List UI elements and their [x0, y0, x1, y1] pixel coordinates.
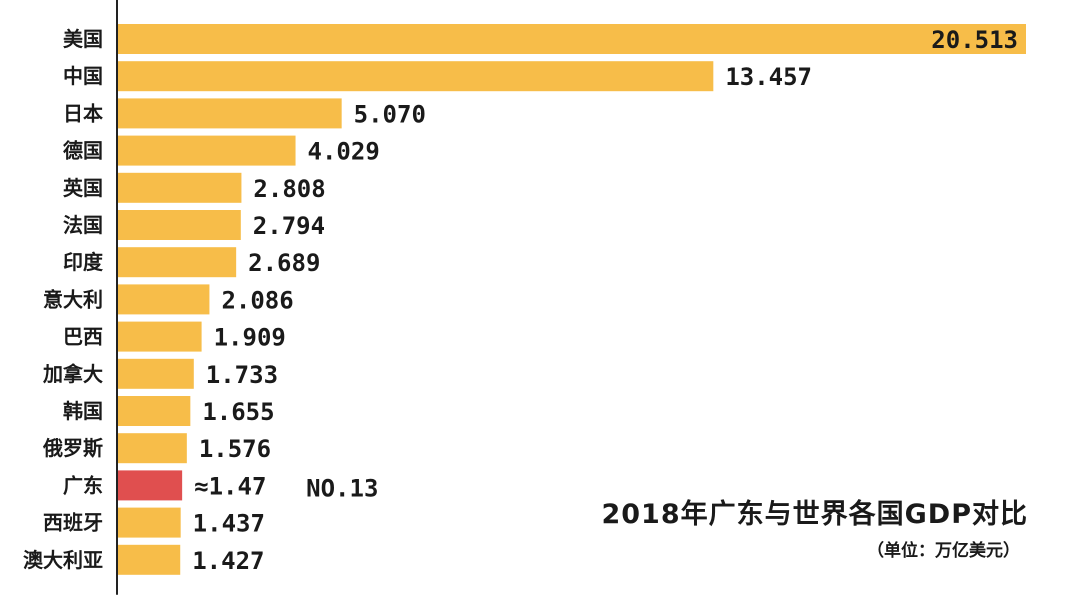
category-label: 印度 [63, 250, 104, 274]
data-label: 2.689 [248, 249, 320, 277]
category-label: 西班牙 [43, 511, 103, 535]
category-label: 英国 [63, 176, 103, 200]
bar [117, 24, 1026, 54]
category-label: 美国 [63, 27, 103, 51]
bar [117, 247, 237, 278]
bar [117, 470, 183, 501]
bar [117, 396, 191, 426]
data-label: 1.655 [202, 398, 274, 426]
data-label: 2.794 [253, 212, 325, 240]
category-label: 俄罗斯 [42, 436, 103, 460]
bar [117, 210, 241, 240]
data-label: 1.733 [206, 361, 278, 389]
data-label: 5.070 [354, 100, 426, 128]
category-label: 韩国 [63, 399, 103, 423]
category-label: 加拿大 [42, 362, 103, 386]
data-label: 1.909 [214, 324, 286, 352]
bar [117, 284, 210, 315]
data-label: 20.513 [931, 26, 1018, 54]
bar [117, 172, 242, 203]
data-label: 4.029 [308, 138, 380, 166]
data-label: 1.576 [199, 435, 271, 463]
category-label: 法国 [63, 213, 103, 237]
data-label: ≈1.47 [194, 472, 266, 500]
data-label: 1.437 [193, 510, 265, 538]
data-label: 2.086 [221, 286, 293, 314]
bar [117, 507, 181, 538]
bar [117, 135, 296, 166]
bar [117, 358, 194, 389]
category-label: 德国 [63, 139, 103, 163]
category-label: 广东 [63, 473, 103, 497]
bar [117, 433, 187, 464]
rank-annotation: NO.13 [306, 474, 378, 502]
data-label: 1.427 [192, 547, 264, 575]
category-label: 澳大利亚 [23, 548, 103, 572]
category-label: 意大利 [43, 287, 103, 311]
chart-title: 2018年广东与世界各国GDP对比 [601, 499, 1028, 530]
bar [117, 61, 714, 92]
chart-subtitle: （单位：万亿美元） [867, 541, 1020, 561]
category-label: 巴西 [63, 325, 103, 349]
data-label: 2.808 [253, 175, 325, 203]
bar [117, 544, 181, 575]
category-label: 中国 [63, 64, 103, 88]
bar [117, 98, 342, 129]
category-label: 日本 [63, 101, 103, 125]
bar [117, 321, 202, 352]
data-label: 13.457 [725, 63, 812, 91]
